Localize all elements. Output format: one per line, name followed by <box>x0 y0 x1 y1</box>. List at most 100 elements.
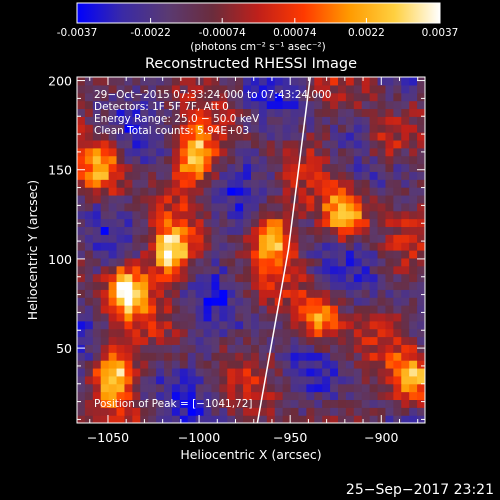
heatmap-cell <box>148 108 157 117</box>
heatmap-cell <box>243 202 252 212</box>
heatmap-cell <box>345 226 355 235</box>
heatmap-cell <box>195 84 205 94</box>
heatmap-cell <box>211 336 220 345</box>
heatmap-cell <box>290 187 300 196</box>
heatmap-cell <box>274 242 284 251</box>
heatmap-cell <box>116 383 126 393</box>
heatmap-cell <box>417 132 425 141</box>
heatmap-cell <box>92 281 102 290</box>
heatmap-cell <box>132 265 141 275</box>
heatmap-cell <box>338 194 347 204</box>
heatmap-cell <box>282 344 292 353</box>
heatmap-cell <box>377 84 387 94</box>
heatmap-cell <box>314 132 323 141</box>
heatmap-cell <box>203 242 213 251</box>
heatmap-cell <box>132 218 141 228</box>
heatmap-cell <box>100 242 110 251</box>
heatmap-cell <box>401 187 410 196</box>
heatmap-cell <box>345 163 355 172</box>
heatmap-cell <box>227 281 236 290</box>
heatmap-cell <box>385 210 394 220</box>
heatmap-cell <box>171 187 181 196</box>
heatmap-cell <box>243 320 252 330</box>
heatmap-cell <box>369 77 379 86</box>
heatmap-cell <box>171 242 181 251</box>
heatmap-cell <box>393 242 402 251</box>
heatmap-cell <box>345 257 355 267</box>
heatmap-cell <box>409 187 418 196</box>
heatmap-cell <box>84 328 94 338</box>
heatmap-cell <box>369 336 379 345</box>
heatmap-cell <box>148 218 157 228</box>
heatmap-cell <box>132 179 141 188</box>
heatmap-cell <box>258 155 268 165</box>
heatmap-cell <box>322 391 331 401</box>
heatmap-cell <box>266 250 276 259</box>
heatmap-cell <box>361 265 371 275</box>
heatmap-cell <box>171 336 181 345</box>
x-tick-label: −900 <box>364 430 398 445</box>
heatmap-cell <box>164 407 173 416</box>
heatmap-cell <box>140 139 149 149</box>
heatmap-cell <box>171 226 181 235</box>
heatmap-cell <box>322 320 331 330</box>
heatmap-cell <box>298 281 307 290</box>
heatmap-cell <box>251 250 260 259</box>
heatmap-cell <box>314 202 323 212</box>
heatmap-cell <box>282 289 292 298</box>
heatmap-cell <box>140 100 149 110</box>
heatmap-cell <box>322 336 331 345</box>
heatmap-cell <box>235 202 244 212</box>
heatmap-cell <box>258 92 268 102</box>
heatmap-cell <box>401 415 410 423</box>
heatmap-cell <box>322 344 331 353</box>
heatmap-cell <box>92 147 102 157</box>
heatmap-cell <box>409 147 418 157</box>
heatmap-cell <box>385 312 394 322</box>
heatmap-cell <box>187 257 197 267</box>
heatmap-cell <box>187 320 197 330</box>
heatmap-cell <box>187 202 197 212</box>
heatmap-cell <box>393 352 402 361</box>
heatmap-cell <box>409 132 418 141</box>
heatmap-cell <box>274 147 284 157</box>
heatmap-cell <box>330 163 339 172</box>
heatmap-cell <box>203 336 213 345</box>
heatmap-cell <box>338 77 347 86</box>
heatmap-cell <box>140 367 149 377</box>
heatmap-cell <box>409 155 418 165</box>
heatmap-cell <box>290 218 300 228</box>
heatmap-cell <box>298 415 307 423</box>
heatmap-cell <box>219 92 228 102</box>
heatmap-cell <box>385 171 394 180</box>
heatmap-cell <box>132 92 141 102</box>
heatmap-cell <box>187 116 197 125</box>
heatmap-cell <box>361 250 371 259</box>
heatmap-cell <box>298 305 307 314</box>
heatmap-cell <box>179 305 189 314</box>
heatmap-cell <box>353 147 363 157</box>
heatmap-cell <box>187 407 197 416</box>
heatmap-cell <box>306 281 315 290</box>
heatmap-cell <box>409 320 418 330</box>
heatmap-cell <box>124 383 133 393</box>
heatmap-cell <box>401 273 410 283</box>
heatmap-cell <box>417 77 425 86</box>
heatmap-cell <box>417 312 425 322</box>
heatmap-cell <box>314 77 323 86</box>
heatmap-cell <box>211 116 220 125</box>
heatmap-cell <box>77 352 86 361</box>
heatmap-cell <box>298 407 307 416</box>
heatmap-cell <box>393 399 402 408</box>
heatmap-cell <box>401 147 410 157</box>
heatmap-cell <box>274 336 284 345</box>
heatmap-cell <box>84 305 94 314</box>
heatmap-cell <box>84 265 94 275</box>
heatmap-cell <box>243 415 252 423</box>
heatmap-cell <box>290 179 300 188</box>
heatmap-cell <box>393 320 402 330</box>
heatmap-cell <box>369 108 379 117</box>
heatmap-cell <box>227 273 236 283</box>
heatmap-cell <box>195 171 205 180</box>
heatmap-cell <box>393 273 402 283</box>
